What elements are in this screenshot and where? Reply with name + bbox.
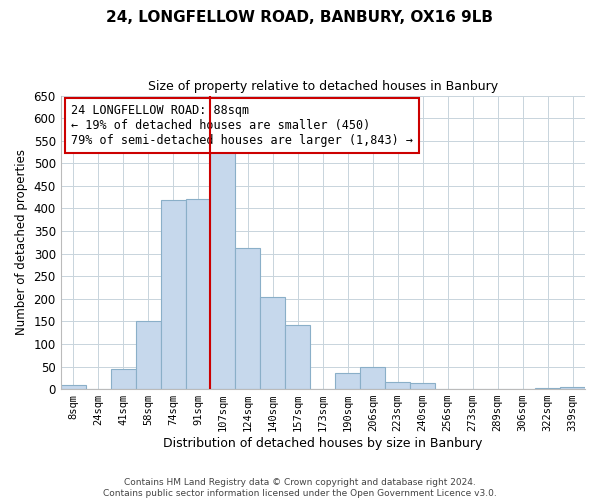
Bar	[360, 368, 385, 389]
Bar	[110, 369, 136, 389]
Bar	[410, 383, 435, 389]
Text: 24 LONGFELLOW ROAD: 88sqm
← 19% of detached houses are smaller (450)
79% of semi: 24 LONGFELLOW ROAD: 88sqm ← 19% of detac…	[71, 104, 413, 148]
Y-axis label: Number of detached properties: Number of detached properties	[15, 150, 28, 336]
Bar	[560, 387, 585, 389]
Bar	[211, 150, 235, 389]
Bar	[286, 324, 310, 389]
Bar	[260, 296, 286, 389]
Bar	[136, 322, 161, 389]
Bar	[185, 200, 211, 389]
Bar	[535, 388, 560, 389]
Title: Size of property relative to detached houses in Banbury: Size of property relative to detached ho…	[148, 80, 498, 93]
Bar	[161, 200, 185, 389]
Text: Contains HM Land Registry data © Crown copyright and database right 2024.
Contai: Contains HM Land Registry data © Crown c…	[103, 478, 497, 498]
Bar	[385, 382, 410, 389]
Bar	[235, 248, 260, 389]
X-axis label: Distribution of detached houses by size in Banbury: Distribution of detached houses by size …	[163, 437, 482, 450]
Bar	[61, 386, 86, 389]
Text: 24, LONGFELLOW ROAD, BANBURY, OX16 9LB: 24, LONGFELLOW ROAD, BANBURY, OX16 9LB	[107, 10, 493, 25]
Bar	[335, 374, 360, 389]
